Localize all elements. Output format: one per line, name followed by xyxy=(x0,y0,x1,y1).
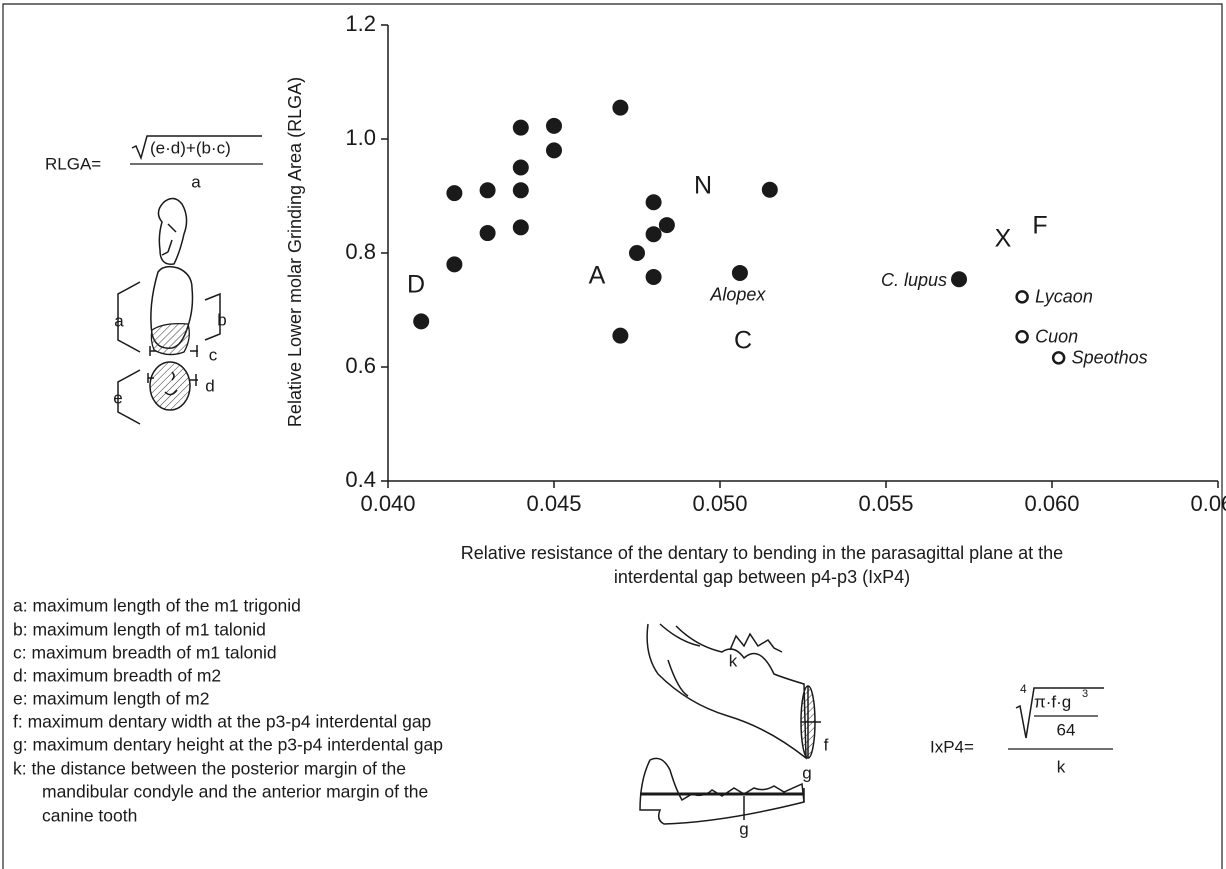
point xyxy=(612,327,629,344)
x-tick-label: 0.060 xyxy=(1024,491,1079,516)
point xyxy=(512,182,529,199)
definitions: a: maximum length of the m1 trigonid b: … xyxy=(13,596,443,826)
group-letter: C xyxy=(734,327,752,355)
point xyxy=(479,182,496,199)
point xyxy=(658,217,675,234)
point xyxy=(645,194,662,211)
formula-lhs: IxP4= xyxy=(930,737,974,756)
group-letter: N xyxy=(694,172,712,200)
x-tick-label: 0.040 xyxy=(360,491,415,516)
y-axis-title: Relative Lower molar Grinding Area (RLGA… xyxy=(285,77,305,427)
x-tick-label: 0.065 xyxy=(1190,491,1226,516)
point xyxy=(512,219,529,236)
point xyxy=(446,185,463,202)
root-index: 4 xyxy=(1020,682,1027,696)
inner-denominator: 64 xyxy=(1057,720,1076,739)
point xyxy=(1015,330,1029,344)
point xyxy=(612,99,629,116)
y-tick-label: 0.4 xyxy=(345,467,376,492)
tooth-label: a xyxy=(114,311,124,330)
point-label: C. lupus xyxy=(881,270,947,290)
point xyxy=(1051,351,1066,365)
definition: f: maximum dentary width at the p3-p4 in… xyxy=(13,712,431,732)
point-label: Lycaon xyxy=(1035,287,1093,307)
tooth-label: b xyxy=(217,310,226,329)
group-letter: X xyxy=(995,225,1012,253)
frame xyxy=(2,3,1223,869)
y-tick-label: 0.8 xyxy=(345,239,376,264)
axis-line xyxy=(387,25,1218,482)
tooth-diagram: a b c d e xyxy=(113,197,227,425)
radical xyxy=(1015,687,1104,739)
definition: mandibular condyle and the anterior marg… xyxy=(42,782,428,802)
tooth-label: d xyxy=(205,376,214,395)
x-tick-label: 0.045 xyxy=(526,491,581,516)
definition: k: the distance between the posterior ma… xyxy=(13,759,406,779)
jaw-label: g xyxy=(739,819,748,838)
point xyxy=(512,119,529,136)
formula-lhs: RLGA= xyxy=(45,154,101,173)
formula-denominator: a xyxy=(191,172,201,191)
x-axis-title: Relative resistance of the dentary to be… xyxy=(461,543,1063,563)
x-tick-label: 0.050 xyxy=(692,491,747,516)
definition: canine tooth xyxy=(42,806,137,826)
definition: b: maximum length of m1 talonid xyxy=(13,620,266,640)
definition: a: maximum length of the m1 trigonid xyxy=(13,596,301,616)
y-tick-label: 1.0 xyxy=(345,125,376,150)
jaw-label: k xyxy=(729,651,738,670)
inner-numerator: π·f·g xyxy=(1034,692,1071,711)
jaw-label: g xyxy=(802,763,811,782)
tooth-label: e xyxy=(113,388,122,407)
jaw-diagram: f g k g xyxy=(639,623,829,838)
point xyxy=(546,142,562,159)
y-tick-label: 1.2 xyxy=(345,11,376,36)
definition: d: maximum breadth of m2 xyxy=(13,666,221,686)
rlga-formula: RLGA= (e·d)+(b·c) a xyxy=(45,135,263,191)
definition: c: maximum breadth of m1 talonid xyxy=(13,643,277,663)
point xyxy=(512,159,529,176)
point xyxy=(645,226,662,243)
point-label: Alopex xyxy=(709,285,766,305)
point xyxy=(546,117,562,134)
jaw-label: f xyxy=(824,735,829,754)
point xyxy=(951,271,968,288)
x-tick-label: 0.055 xyxy=(858,491,913,516)
formula-numerator: (e·d)+(b·c) xyxy=(150,138,231,157)
point xyxy=(731,264,748,281)
point xyxy=(446,256,463,273)
point xyxy=(479,225,496,242)
group-letter: F xyxy=(1032,212,1047,240)
group-letter: D xyxy=(407,271,425,299)
tooth-label: c xyxy=(209,345,218,364)
definition: e: maximum length of m2 xyxy=(13,689,209,709)
point-label: Cuon xyxy=(1035,327,1078,347)
x-axis-title: interdental gap between p4-p3 (IxP4) xyxy=(614,567,910,587)
radical xyxy=(131,135,262,161)
definition: g: maximum dentary height at the p3-p4 i… xyxy=(13,735,443,755)
point xyxy=(413,313,430,330)
point xyxy=(629,245,645,261)
point-label: Speothos xyxy=(1072,348,1148,368)
formula-denominator: k xyxy=(1057,757,1066,776)
group-letter: A xyxy=(589,262,606,290)
ixp4-formula: IxP4= 4 π·f·g 3 64 k xyxy=(930,682,1113,776)
point xyxy=(761,181,778,198)
point xyxy=(1015,290,1029,304)
exponent: 3 xyxy=(1082,688,1088,700)
y-tick-label: 0.6 xyxy=(345,353,376,378)
point xyxy=(645,268,662,285)
